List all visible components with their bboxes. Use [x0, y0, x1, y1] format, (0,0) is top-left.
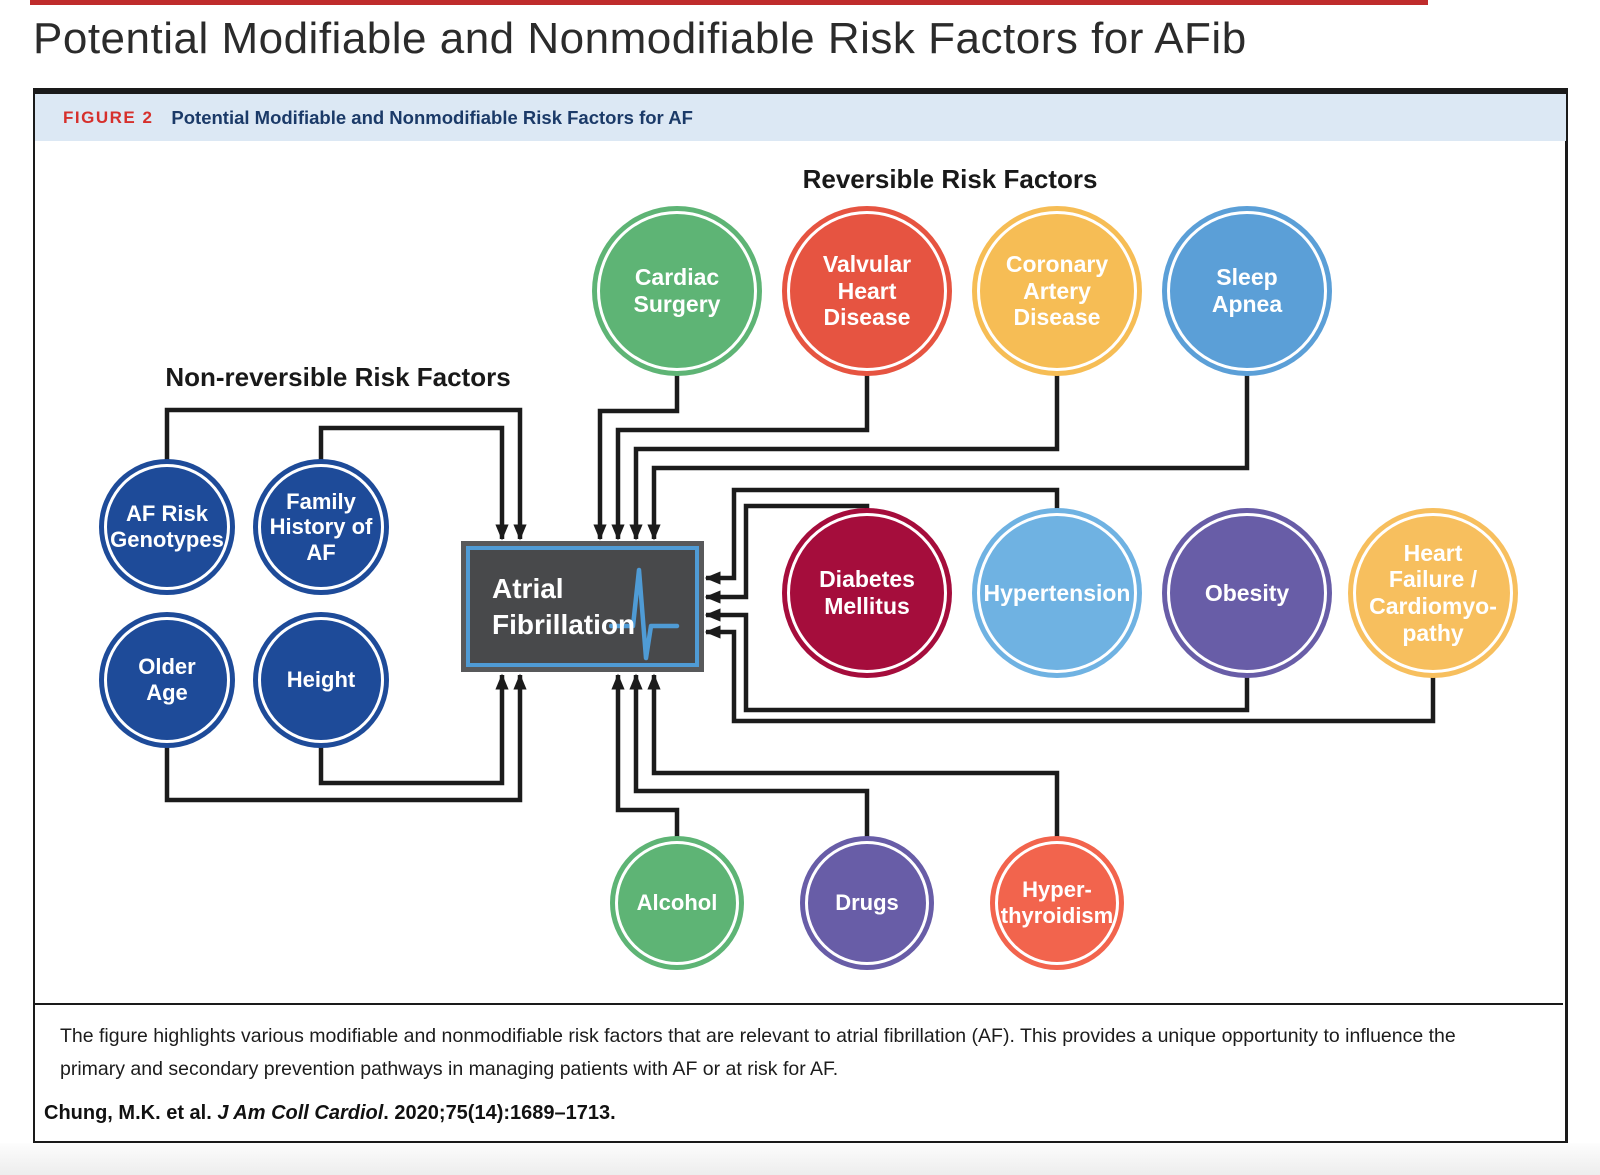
node-height: Height	[253, 612, 389, 748]
node-family-history-of-af: Family History of AF	[253, 459, 389, 595]
af-box-line-1: Atrial	[492, 572, 564, 604]
af-box-line-2: Fibrillation	[492, 608, 636, 640]
caption-line-1: The figure highlights various modifiable…	[60, 1025, 1456, 1047]
citation: Chung, M.K. et al. J Am Coll Cardiol. 20…	[44, 1102, 616, 1125]
caption-line-2: primary and secondary prevention pathway…	[60, 1058, 839, 1080]
node-label-older-age: Older Age	[138, 654, 196, 705]
node-valvular-heart-disease: Valvular Heart Disease	[782, 206, 952, 376]
node-hyperthyroidism: Hyper-thyroidism	[990, 836, 1124, 970]
node-label-hyperthyroidism: Hyper-thyroidism	[1000, 877, 1114, 928]
top-accent-bar	[30, 0, 1428, 5]
atrial-fibrillation-box-inner: Atrial Fibrillation	[466, 546, 699, 667]
page-title: Potential Modifiable and Nonmodifiable R…	[33, 14, 1247, 63]
node-label-diabetes-mellitus: Diabetes Mellitus	[819, 566, 915, 619]
bottom-strip	[0, 1143, 1600, 1175]
citation-details: . 2020;75(14):1689–1713.	[383, 1102, 616, 1124]
node-label-valvular-heart-disease: Valvular Heart Disease	[822, 250, 912, 331]
node-label-cardiac-surgery: Cardiac Surgery	[633, 264, 721, 317]
node-label-drugs: Drugs	[835, 890, 899, 916]
node-label-obesity: Obesity	[1204, 579, 1290, 606]
caption-separator-line	[35, 1003, 1563, 1005]
citation-authors: Chung, M.K. et al.	[44, 1102, 218, 1124]
node-sleep-apnea: Sleep Apnea	[1162, 206, 1332, 376]
figure-caption: The figure highlights various modifiable…	[60, 1020, 1520, 1086]
node-label-hypertension: Hypertension	[983, 579, 1131, 606]
node-drugs: Drugs	[800, 836, 934, 970]
node-older-age: Older Age	[99, 612, 235, 748]
node-coronary-artery-disease: Coronary Artery Disease	[972, 206, 1142, 376]
node-alcohol: Alcohol	[610, 836, 744, 970]
heading-reversible-risk-factors: Reversible Risk Factors	[802, 164, 1098, 194]
node-label-coronary-artery-disease: Coronary Artery Disease	[1005, 250, 1109, 331]
node-label-family-history-of-af: Family History of AF	[269, 488, 373, 565]
node-heart-failure-cardiomyopathy: Heart Failure / Cardiomyo-pathy	[1348, 508, 1518, 678]
heading-nonreversible-risk-factors: Non-reversible Risk Factors	[165, 362, 511, 392]
node-obesity: Obesity	[1162, 508, 1332, 678]
node-label-alcohol: Alcohol	[636, 890, 718, 916]
node-label-height: Height	[286, 667, 356, 693]
node-hypertension: Hypertension	[972, 508, 1142, 678]
figure-header-title: Potential Modifiable and Nonmodifiable R…	[171, 106, 693, 128]
node-af-risk-genotypes: AF Risk Genotypes	[99, 459, 235, 595]
node-label-sleep-apnea: Sleep Apnea	[1211, 264, 1283, 317]
ecg-trace-icon	[609, 567, 680, 661]
node-label-af-risk-genotypes: AF Risk Genotypes	[110, 501, 224, 552]
figure-header: FIGURE 2 Potential Modifiable and Nonmod…	[35, 94, 1566, 141]
citation-journal: J Am Coll Cardiol	[217, 1102, 384, 1124]
atrial-fibrillation-box: Atrial Fibrillation	[461, 541, 704, 672]
figure-number-label: FIGURE 2	[63, 107, 154, 127]
node-diabetes-mellitus: Diabetes Mellitus	[782, 508, 952, 678]
node-label-heart-failure-cardiomyopathy: Heart Failure / Cardiomyo-pathy	[1369, 539, 1497, 646]
node-cardiac-surgery: Cardiac Surgery	[592, 206, 762, 376]
